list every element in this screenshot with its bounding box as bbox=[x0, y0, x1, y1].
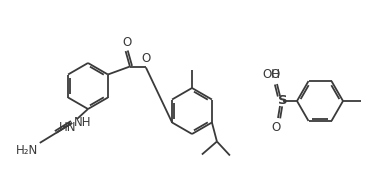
Text: O: O bbox=[272, 121, 280, 134]
Text: OH: OH bbox=[262, 68, 280, 81]
Text: O: O bbox=[270, 68, 280, 81]
Text: H₂N: H₂N bbox=[15, 144, 38, 157]
Text: HN: HN bbox=[58, 121, 76, 134]
Text: O: O bbox=[141, 53, 150, 66]
Text: O: O bbox=[122, 36, 131, 49]
Text: S: S bbox=[278, 94, 288, 107]
Text: NH: NH bbox=[74, 116, 92, 129]
